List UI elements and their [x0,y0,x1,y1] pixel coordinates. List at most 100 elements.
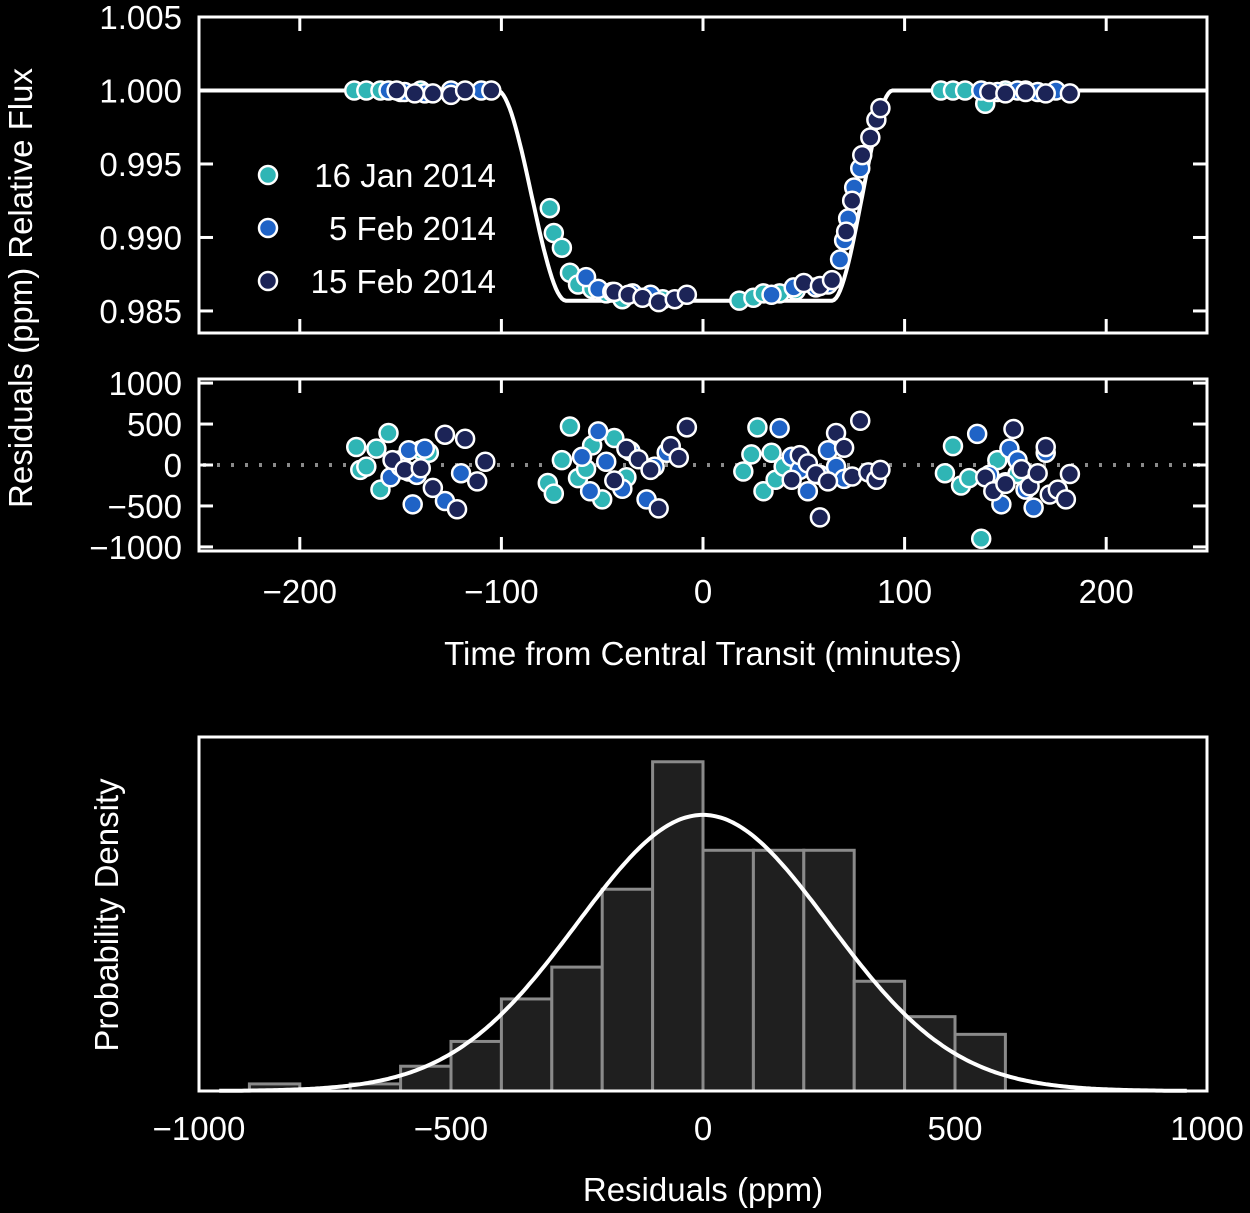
x-tick-label: −200 [263,573,337,610]
x-tick-label: −500 [414,1110,488,1147]
y-tick-label: −500 [108,488,182,525]
legend-label-1: 16 Jan 2014 [314,157,496,194]
residual-point-series-2 [571,446,593,468]
light-curve-y-ticks: 0.985 0.990 0.995 1.000 1.005 [99,0,1207,330]
residual-point-series-3 [1003,418,1024,440]
residual-point-series-3 [995,473,1016,495]
residual-point-series-2 [797,480,819,502]
histogram-bar [751,848,806,1093]
flux-point-series-3 [1035,83,1056,104]
flux-point-series-3 [481,80,502,101]
y-tick-label: 1.005 [99,0,182,36]
residual-point-series-3 [454,428,476,450]
flux-point-series-3 [404,83,425,104]
time-axis-label: Time from Central Transit (minutes) [444,635,962,672]
histogram-bar [600,887,655,1093]
legend-marker-3 [257,270,279,292]
x-tick-label: 100 [877,573,932,610]
legend-label-3: 15 Feb 2014 [311,263,496,300]
residual-point-series-1 [970,528,992,549]
flux-point-series-3 [1015,81,1036,103]
histogram-bar [399,1064,453,1093]
y-tick-label: 500 [127,406,182,443]
residual-point-series-1 [378,422,399,444]
residual-point-series-3 [648,498,669,519]
x-tick-label: 0 [694,573,712,610]
flux-point-series-3 [841,190,863,211]
x-tick-label: 500 [927,1110,982,1147]
residual-point-series-1 [753,480,774,502]
histogram-bar [802,848,856,1093]
residual-point-series-2 [579,480,601,502]
residual-point-series-3 [668,447,690,468]
residual-point-series-3 [410,458,432,479]
flux-point-series-3 [422,83,444,104]
residual-point-series-3 [466,471,488,492]
flux-point-series-2 [829,249,851,270]
flux-point-series-3 [793,272,815,294]
residual-point-series-1 [934,462,956,484]
flux-point-series-3 [821,269,843,291]
flux-point-series-3 [1059,83,1081,104]
residual-point-series-1 [761,442,782,463]
y-tick-label: −1000 [89,529,182,566]
flux-point-series-3 [995,83,1016,104]
flux-y-label: Relative Flux [2,68,39,259]
residual-point-series-2 [402,494,423,515]
flux-point-series-3 [454,80,476,101]
y-tick-label: 0.985 [99,293,182,330]
residual-point-series-3 [676,417,698,438]
flux-point-series-3 [870,97,891,119]
y-tick-label: 0.990 [99,219,182,256]
flux-point-series-2 [575,266,597,288]
residual-point-series-3 [446,498,468,520]
residual-point-series-3 [475,451,496,472]
y-tick-label: 1000 [109,365,182,402]
flux-point-series-3 [386,80,407,101]
flux-point-series-2 [761,284,782,306]
y-tick-label: 0.995 [99,146,182,183]
y-tick-label: 0 [164,447,182,484]
histogram-frame [197,735,1209,1093]
residual-point-series-2 [769,417,790,439]
residual-point-series-2 [595,451,617,472]
histogram-bar [953,1032,1007,1093]
flux-point-series-3 [835,221,857,242]
residual-point-series-3 [870,459,891,481]
residual-point-series-1 [733,461,754,482]
histogram-bar [651,760,705,1093]
residual-point-series-1 [366,438,387,459]
histogram-bar [499,997,554,1093]
flux-point-series-1 [551,237,573,259]
residuals-y-label: Residuals (ppm) [2,268,39,508]
histogram-bar [852,979,907,1093]
residual-point-series-3 [833,437,855,459]
histogram-bar [550,965,604,1093]
residual-point-series-3 [809,507,831,528]
y-tick-label: 1.000 [99,72,182,109]
flux-point-series-3 [676,284,698,306]
residual-point-series-3 [604,470,625,491]
residuals-y-ticks: −1000 −500 0 500 1000 [89,365,1207,566]
flux-point-series-3 [852,144,873,166]
residual-point-series-3 [1055,489,1077,510]
top-y-axis-label: Residuals (ppm) Relative Flux [2,68,39,508]
light-curve-panel: 0.985 0.990 0.995 1.000 1.005 16 Jan 2014 5 F… [99,0,1209,335]
x-tick-label: 0 [694,1110,712,1147]
residual-point-series-3 [434,424,456,445]
histogram-x-ticks: −1000 −500 0 500 1000 [153,1110,1244,1147]
residual-point-series-1 [942,435,964,457]
legend-label-2: 5 Feb 2014 [329,210,496,247]
legend-marker-1 [257,164,279,186]
residual-point-series-2 [587,421,609,442]
histogram-bar [903,1015,957,1093]
residuals-axis-label: Residuals (ppm) [583,1171,823,1208]
residual-point-series-2 [414,438,436,459]
residual-point-series-2 [1023,497,1044,518]
light-curve-points [343,80,1081,313]
residual-point-series-1 [543,483,565,504]
residual-point-series-1 [551,449,573,471]
legend: 16 Jan 2014 5 Feb 2014 15 Feb 2014 [257,157,496,300]
histogram-bar [701,848,755,1093]
